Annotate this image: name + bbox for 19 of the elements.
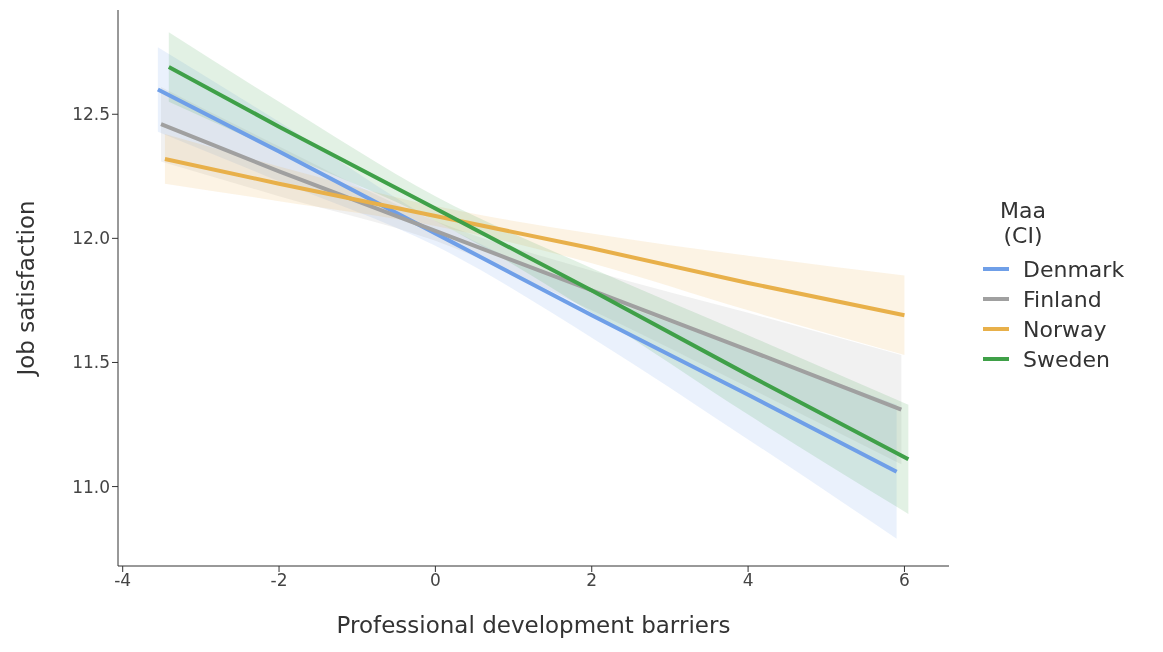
y-tick-label: 11.0 — [72, 476, 110, 497]
legend-label: Finland — [1022, 285, 1103, 314]
y-tick-label: 12.5 — [72, 104, 110, 125]
y-axis-title: Job satisfaction — [13, 200, 40, 378]
legend-label: Denmark — [1022, 255, 1125, 284]
x-tick-label: 0 — [429, 570, 441, 591]
y-tick-label: 11.5 — [72, 352, 110, 373]
line-series — [159, 122, 904, 412]
x-tick-label: -2 — [270, 570, 288, 591]
legend-title: Maa (CI) — [999, 198, 1047, 248]
legend-label: Norway — [1022, 315, 1108, 344]
x-tick-label: 2 — [586, 570, 598, 591]
x-axis-title: Professional development barriers — [336, 612, 731, 638]
x-tick-label: 6 — [899, 570, 910, 591]
line-series — [162, 156, 907, 318]
x-tick-label: 4 — [742, 570, 754, 591]
y-tick-label: 12.0 — [72, 228, 110, 249]
x-tick-label: -4 — [114, 570, 132, 591]
legend-label: Sweden — [1022, 345, 1111, 374]
